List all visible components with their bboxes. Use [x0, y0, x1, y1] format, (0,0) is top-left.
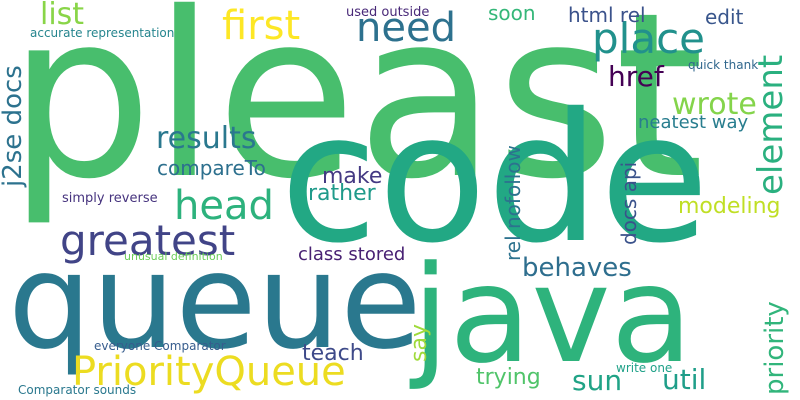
- word-list: list: [40, 0, 85, 32]
- word-simply-reverse: simply reverse: [62, 191, 158, 206]
- word-wrote: wrote: [672, 87, 757, 122]
- word-head: head: [174, 183, 274, 229]
- word-first: first: [222, 3, 301, 49]
- word-write-one: write one: [616, 361, 673, 375]
- word-neatest-way: neatest way: [638, 112, 749, 133]
- word-priorityqueue: PriorityQueue: [72, 349, 346, 395]
- word-greatest: greatest: [60, 216, 236, 265]
- word-everyone-comparator: everyone Comparator: [94, 339, 226, 353]
- word-teach: teach: [302, 341, 364, 366]
- word-docs-api: docs api: [617, 161, 641, 245]
- word-queue: queue: [8, 225, 422, 379]
- word-rel-nofollow: rel nofollow: [501, 145, 525, 261]
- word-rather: rather: [308, 181, 376, 206]
- word-compareto: compareTo: [157, 156, 266, 180]
- word-edit: edit: [705, 5, 744, 29]
- word-unusual-definition: unusual definition: [124, 250, 223, 263]
- word-code: code: [280, 75, 710, 282]
- word-class-stored: class stored: [298, 244, 406, 265]
- word-quick-thank: quick thank: [688, 58, 759, 72]
- word-element: element: [751, 54, 791, 195]
- word-accurate-representation: accurate representation: [30, 26, 175, 40]
- word-html-rel: html rel: [568, 3, 646, 27]
- word-sun: sun: [572, 364, 623, 397]
- word-comparator-sounds: Comparator sounds: [18, 383, 137, 397]
- word-trying: trying: [476, 365, 541, 390]
- word-modeling: modeling: [678, 194, 781, 219]
- word-pleast: pleast: [8, 0, 705, 229]
- word-used-outside: used outside: [346, 5, 430, 20]
- word-make: make: [322, 164, 383, 189]
- word-priority: priority: [760, 301, 790, 395]
- word-results: results: [156, 121, 257, 156]
- word-place: place: [592, 14, 705, 63]
- word-behaves: behaves: [522, 253, 632, 283]
- word-need: need: [356, 5, 456, 51]
- word-util: util: [662, 363, 707, 396]
- word-say: say: [407, 324, 432, 362]
- word-java: java: [412, 237, 693, 393]
- word-soon: soon: [488, 1, 536, 25]
- word-j2se-docs: j2se docs: [0, 65, 28, 187]
- word-href: href: [608, 60, 664, 93]
